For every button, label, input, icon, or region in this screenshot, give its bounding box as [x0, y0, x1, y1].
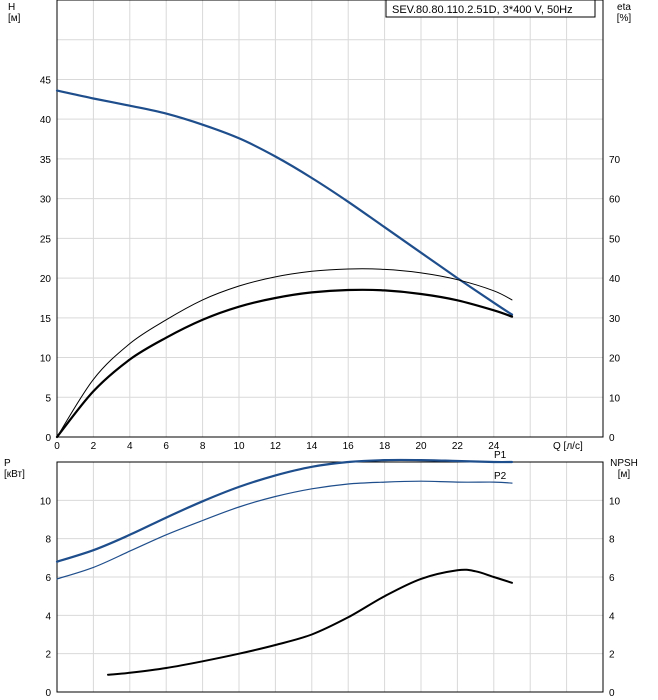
- y-right-tick-label: 60: [609, 195, 621, 206]
- p-tick-label: 4: [45, 611, 51, 622]
- x-tick-label: 12: [270, 441, 282, 452]
- y-left-axis-label: H [м]: [8, 2, 21, 24]
- y-left-tick-label: 40: [40, 115, 52, 126]
- x-axis-label: Q [л/с]: [553, 441, 583, 452]
- y-left-tick-label: 20: [40, 274, 52, 285]
- axis-labels: 0 2 4 6 8 10 12 14 16 18 20 22 240510152025303540450…: [4, 2, 638, 699]
- curves: [55, 89, 514, 676]
- y-right-tick-label: 20: [609, 354, 621, 365]
- y-right-tick-label: 30: [609, 314, 621, 325]
- y-left-tick-label: 5: [45, 393, 51, 404]
- top-chart-grid: [56, 0, 604, 438]
- p-axis-label: P [кВт]: [4, 458, 25, 480]
- x-tick-label: 18: [379, 441, 391, 452]
- y-left-tick-label: 15: [40, 314, 52, 325]
- bottom-chart-grid: [56, 461, 604, 693]
- p-tick-label: 10: [40, 496, 52, 507]
- series-line-0-2: [55, 288, 514, 439]
- series-line-1-1: [56, 480, 513, 580]
- series-label-p2: P2: [494, 471, 507, 482]
- top-chart-frame: [56, 0, 604, 438]
- npsh-tick-label: 10: [609, 496, 621, 507]
- y-right-tick-label: 0: [609, 433, 615, 444]
- x-tick-label: 2: [91, 441, 97, 452]
- x-tick-label: 20: [415, 441, 427, 452]
- y-left-tick-label: 30: [40, 195, 52, 206]
- series-line-0-0: [55, 89, 514, 316]
- y-left-tick-label: 25: [40, 234, 52, 245]
- series-line-0-1: [56, 268, 513, 438]
- y-left-tick-label: 10: [40, 354, 52, 365]
- npsh-tick-label: 4: [609, 611, 615, 622]
- chart-title: SEV.80.80.110.2.51D, 3*400 V, 50Hz: [392, 4, 573, 16]
- series-line-1-0: [55, 458, 514, 563]
- npsh-tick-label: 0: [609, 688, 615, 699]
- y-right-tick-label: 40: [609, 274, 621, 285]
- p-tick-label: 8: [45, 535, 51, 546]
- x-tick-label: 22: [452, 441, 464, 452]
- x-tick-label: 14: [306, 441, 318, 452]
- y-right-axis-label: eta [%]: [617, 2, 632, 24]
- x-tick-label: 8: [200, 441, 206, 452]
- series-line-1-2: [107, 568, 513, 676]
- p-tick-label: 6: [45, 573, 51, 584]
- x-tick-label: 16: [343, 441, 355, 452]
- x-tick-label: 6: [163, 441, 169, 452]
- y-left-tick-label: 35: [40, 155, 52, 166]
- x-tick-label: 10: [233, 441, 245, 452]
- x-tick-label: 4: [127, 441, 133, 452]
- y-right-tick-label: 10: [609, 393, 621, 404]
- bottom-chart-frame: [56, 461, 604, 693]
- y-right-tick-label: 50: [609, 234, 621, 245]
- y-left-tick-label: 45: [40, 75, 52, 86]
- p-tick-label: 0: [45, 688, 51, 699]
- series-label-p1: P1: [494, 450, 507, 461]
- y-left-tick-label: 0: [45, 433, 51, 444]
- npsh-tick-label: 8: [609, 535, 615, 546]
- p-tick-label: 2: [45, 650, 51, 661]
- npsh-tick-label: 6: [609, 573, 615, 584]
- npsh-tick-label: 2: [609, 650, 615, 661]
- npsh-axis-label: NPSH [м]: [610, 458, 638, 480]
- y-right-tick-label: 70: [609, 155, 621, 166]
- x-tick-label: 24: [488, 441, 500, 452]
- title-box: [385, 0, 596, 18]
- x-tick-label: 0: [54, 441, 60, 452]
